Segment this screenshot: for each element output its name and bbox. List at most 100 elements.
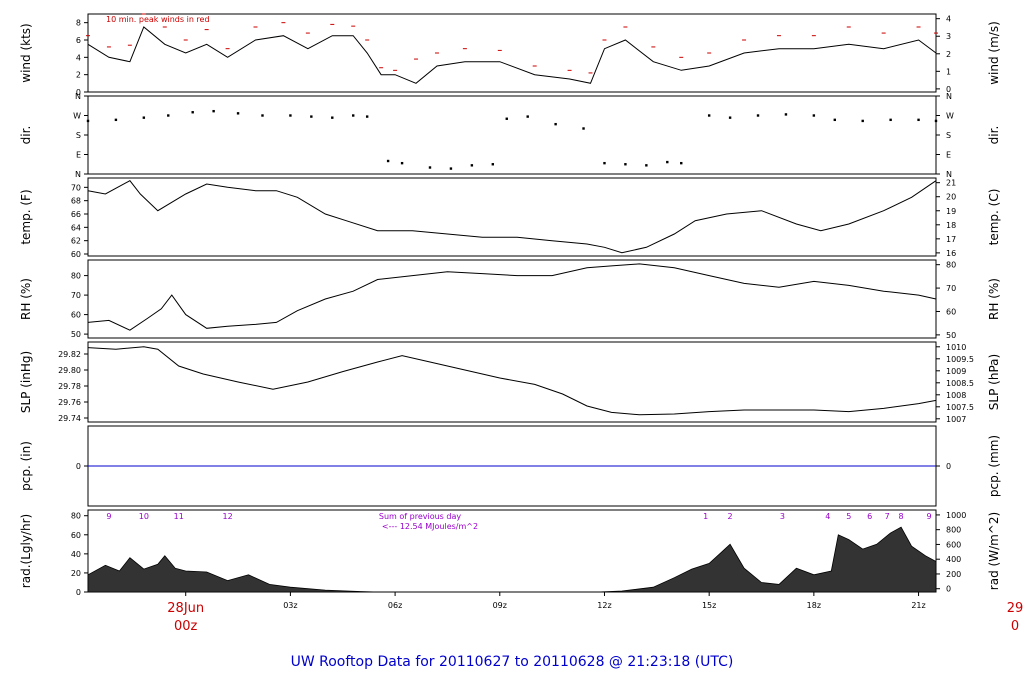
- day-end-hour: 0: [1011, 619, 1019, 634]
- time-tick-label: 18z: [807, 601, 821, 610]
- rad-ytick-label-left: 80: [71, 512, 81, 521]
- dir-point: [812, 114, 816, 117]
- rad-ytick-label-left: 40: [71, 550, 81, 559]
- wind-panel: wind (kts) wind (m/s) 0 2 4 6 8 0 1 2 3 4 10 min. pe…: [19, 13, 1001, 97]
- wind-annotation: 10 min. peak winds in red: [106, 15, 210, 24]
- dir-point: [114, 118, 118, 122]
- rh-series-line: [87, 263, 937, 331]
- dir-point: [191, 111, 194, 114]
- dir-point: [386, 159, 390, 163]
- time-tick-label: 12z: [597, 601, 611, 610]
- rad-ytick-label-right: 0: [946, 585, 951, 594]
- slp-ytick-label-left: 29.76: [58, 398, 81, 407]
- temp-ytick-label-right: 16: [946, 249, 956, 258]
- chart-title: UW Rooftop Data for 20110627 to 20110628…: [291, 654, 734, 670]
- dir-point: [728, 116, 732, 119]
- rad-hour-mark: 4: [825, 512, 830, 521]
- time-tick-label: 06z: [388, 601, 402, 610]
- rad-ytick-label-right: 1000: [946, 511, 966, 520]
- slp-ytick-label-right: 1010: [946, 343, 966, 352]
- dir-point: [603, 161, 606, 165]
- rad-ytick-label-left: 20: [71, 569, 81, 578]
- wind-ylabel-left: wind (kts): [19, 23, 33, 82]
- wind-ytick-label-left: 8: [76, 19, 81, 28]
- time-axis: 03z 06z 09z 12z 15z 18z 21z 28Jun 00z 29 0: [167, 592, 1023, 634]
- dir-point: [236, 112, 240, 115]
- wind-frame: [87, 13, 937, 93]
- dir-ytick-label-right: S: [946, 131, 951, 140]
- rad-hour-mark: 9: [106, 512, 111, 521]
- dir-point: [365, 115, 369, 118]
- time-tick-label: 03z: [283, 601, 297, 610]
- rad-hour-mark: 2: [728, 512, 733, 521]
- dir-ytick-label-left: N: [75, 92, 81, 101]
- dir-point: [449, 167, 453, 170]
- wind-ytick-label-left: 6: [76, 36, 81, 45]
- slp-ylabel-left: SLP (inHg): [19, 351, 33, 413]
- dir-point: [889, 118, 892, 122]
- temp-ytick-label-left: 60: [71, 250, 81, 259]
- rad-hour-mark: 1: [703, 512, 708, 521]
- dir-point: [934, 119, 938, 123]
- temp-series-line: [87, 180, 937, 254]
- rad-ytick-label-right: 600: [946, 540, 961, 549]
- dir-point: [491, 163, 495, 166]
- dir-point: [554, 122, 557, 126]
- rad-hour-mark: 7: [885, 512, 890, 521]
- slp-frame: [87, 341, 937, 423]
- dir-ytick-label-left: W: [73, 112, 81, 121]
- slp-ytick-label-left: 29.74: [58, 414, 81, 423]
- slp-ytick-label-left: 29.78: [58, 382, 81, 391]
- dir-point: [470, 164, 474, 167]
- dir-point: [289, 114, 292, 117]
- dir-ylabel-right: dir.: [987, 126, 1001, 145]
- dir-point: [582, 127, 585, 130]
- slp-ytick-label-right: 1007: [946, 415, 966, 424]
- rad-hour-mark: 12: [222, 512, 232, 521]
- temp-frame: [87, 177, 937, 257]
- dir-point: [428, 166, 432, 169]
- dir-ylabel-left: dir.: [19, 126, 33, 145]
- slp-ytick-label-right: 1007.5: [946, 403, 974, 412]
- rh-ytick-label-left: 50: [71, 330, 81, 339]
- dir-ytick-label-right: N: [946, 92, 952, 101]
- wind-ytick-label-right: 1: [946, 67, 951, 76]
- rad-hour-mark: 6: [867, 512, 872, 521]
- rh-ytick-label-left: 60: [71, 311, 81, 320]
- wind-ytick-label-left: 2: [76, 71, 81, 80]
- dir-ytick-label-right: E: [946, 151, 951, 160]
- pcp-ylabel-right: pcp. (mm): [987, 435, 1001, 497]
- slp-ytick-label-right: 1009.5: [946, 355, 974, 364]
- dir-point: [666, 160, 669, 164]
- rad-hour-mark: 8: [899, 512, 904, 521]
- temp-ytick-label-right: 20: [946, 193, 956, 202]
- dir-point: [352, 114, 355, 117]
- temp-ytick-label-right: 18: [946, 221, 956, 230]
- dir-point: [784, 113, 788, 116]
- dir-point: [680, 161, 683, 165]
- rad-hour-mark: 5: [846, 512, 851, 521]
- time-tick-label: 15z: [702, 601, 716, 610]
- temp-ytick-label-left: 64: [71, 223, 81, 232]
- rad-hour-mark: 9: [926, 512, 931, 521]
- slp-series-line: [87, 346, 937, 416]
- wind-ytick-label-right: 2: [946, 50, 951, 59]
- pcp-ytick-label-right: 0: [946, 462, 951, 471]
- dir-point: [310, 115, 313, 118]
- slp-ytick-label-right: 1008: [946, 391, 966, 400]
- dir-point: [833, 118, 836, 122]
- temp-ytick-label-left: 66: [71, 210, 81, 219]
- dir-point: [505, 117, 508, 120]
- temp-ytick-label-left: 62: [71, 237, 81, 246]
- rh-frame: [87, 259, 937, 339]
- temp-ylabel-right: temp. (C): [987, 189, 1001, 246]
- dir-point: [212, 109, 215, 113]
- pcp-panel: pcp. (in) pcp. (mm) 0 0: [19, 425, 1001, 507]
- rh-ylabel-right: RH (%): [987, 278, 1001, 320]
- wind-ytick-label-left: 0: [76, 88, 81, 97]
- dir-point: [861, 119, 864, 123]
- dir-ytick-label-left: N: [75, 170, 81, 179]
- wind-ylabel-right: wind (m/s): [987, 21, 1001, 85]
- dir-point: [86, 119, 90, 123]
